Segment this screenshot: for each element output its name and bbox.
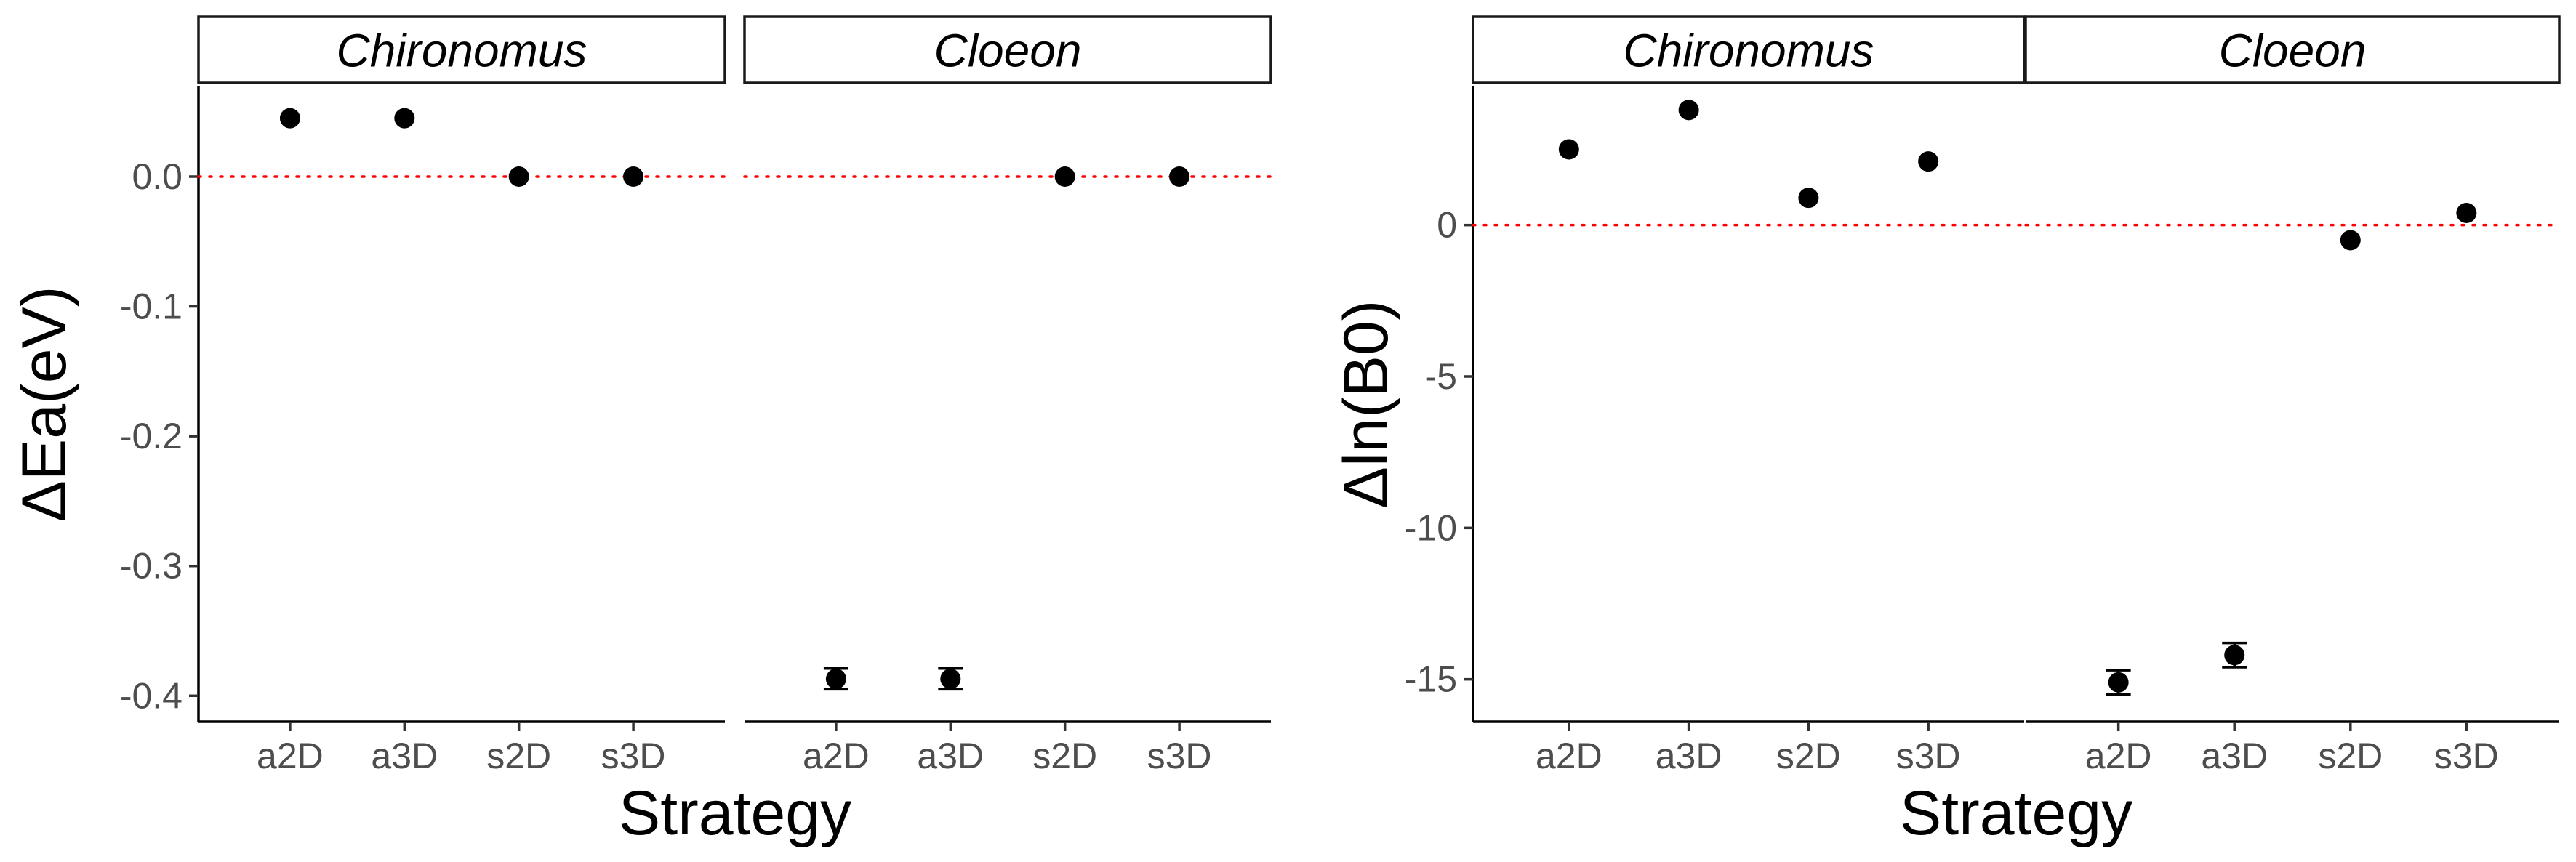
data-point-a2D bbox=[1558, 139, 1579, 160]
facet-strip bbox=[197, 15, 726, 84]
facet-cloeon: Cloeon a2D a3D s2D s3D bbox=[2024, 15, 2561, 776]
y-tick-label: 0 bbox=[1437, 205, 1457, 246]
data-point-a3D bbox=[1678, 100, 1699, 121]
chart-panel-1: 0.0-0.1-0.2-0.3-0.4ΔEa(eV)StrategyChiron… bbox=[9, 15, 1272, 848]
y-tick-label: -0.4 bbox=[120, 675, 182, 716]
data-point-a3D bbox=[940, 669, 961, 690]
facet-strip-label: Cloeon bbox=[934, 25, 1082, 77]
x-tick-label: s3D bbox=[2434, 736, 2499, 776]
y-tick-label: 0.0 bbox=[132, 156, 182, 197]
y-tick-label: -5 bbox=[1425, 356, 1457, 397]
y-tick-label: -15 bbox=[1405, 659, 1457, 700]
x-tick-label: a2D bbox=[257, 736, 324, 776]
x-tick-label: a3D bbox=[917, 736, 984, 776]
data-point-s3D bbox=[623, 166, 644, 187]
y-tick-label: -0.2 bbox=[120, 416, 182, 456]
facet-strip bbox=[743, 15, 1272, 84]
data-point-s3D bbox=[1918, 151, 1939, 172]
data-point-s2D bbox=[508, 166, 529, 187]
x-tick-label: a3D bbox=[2201, 736, 2268, 776]
facet-chironomus: Chironomus a2D a3D s2D s3D bbox=[197, 15, 726, 776]
facet-strip-label: Cloeon bbox=[2219, 25, 2367, 77]
data-point-s2D bbox=[1798, 188, 1819, 209]
x-tick-label: s2D bbox=[1032, 736, 1097, 776]
data-point-s3D bbox=[1169, 166, 1190, 187]
x-tick-label: s2D bbox=[486, 736, 551, 776]
facet-strip-label: Chironomus bbox=[336, 25, 587, 77]
facet-strip bbox=[1472, 15, 2026, 84]
x-tick-label: s3D bbox=[1896, 736, 1961, 776]
data-point-a2D bbox=[279, 108, 300, 129]
chart-panel-2: 0 -5 -10 -15 Δln(B0) Strategy Chironomus a2D a3D… bbox=[1331, 15, 2561, 848]
y-axis-title: ΔEa(eV) bbox=[9, 286, 79, 522]
x-axis-title: Strategy bbox=[619, 778, 851, 848]
x-tick-label: s3D bbox=[1147, 736, 1212, 776]
y-tick-label: -0.1 bbox=[120, 286, 182, 327]
facet-strip-label: Chironomus bbox=[1623, 25, 1874, 77]
x-tick-label: s2D bbox=[1776, 736, 1841, 776]
data-point-s3D bbox=[2456, 203, 2477, 223]
x-axis-title: Strategy bbox=[1900, 778, 2132, 848]
x-tick-label: s2D bbox=[2318, 736, 2383, 776]
data-point-a2D bbox=[825, 669, 846, 690]
data-point-a3D bbox=[2224, 645, 2245, 666]
x-tick-label: a3D bbox=[371, 736, 438, 776]
x-tick-label: s3D bbox=[601, 736, 666, 776]
x-tick-label: a2D bbox=[2085, 736, 2152, 776]
x-tick-label: a2D bbox=[1536, 736, 1602, 776]
data-point-s2D bbox=[1054, 166, 1075, 187]
facet-strip bbox=[2024, 15, 2561, 84]
y-axis-title: Δln(B0) bbox=[1331, 300, 1401, 509]
data-point-a3D bbox=[394, 108, 415, 129]
y-tick-label: -0.3 bbox=[120, 546, 182, 587]
x-tick-label: a2D bbox=[803, 736, 870, 776]
facet-chironomus: Chironomus a2D a3D s2D s3D bbox=[1472, 15, 2026, 776]
y-tick-label: -10 bbox=[1405, 507, 1457, 548]
data-point-s2D bbox=[2340, 230, 2361, 251]
facet-cloeon: Cloeon a2D a3D s2D s3D bbox=[743, 15, 1272, 776]
data-point-a2D bbox=[2108, 672, 2129, 693]
x-tick-label: a3D bbox=[1656, 736, 1722, 776]
